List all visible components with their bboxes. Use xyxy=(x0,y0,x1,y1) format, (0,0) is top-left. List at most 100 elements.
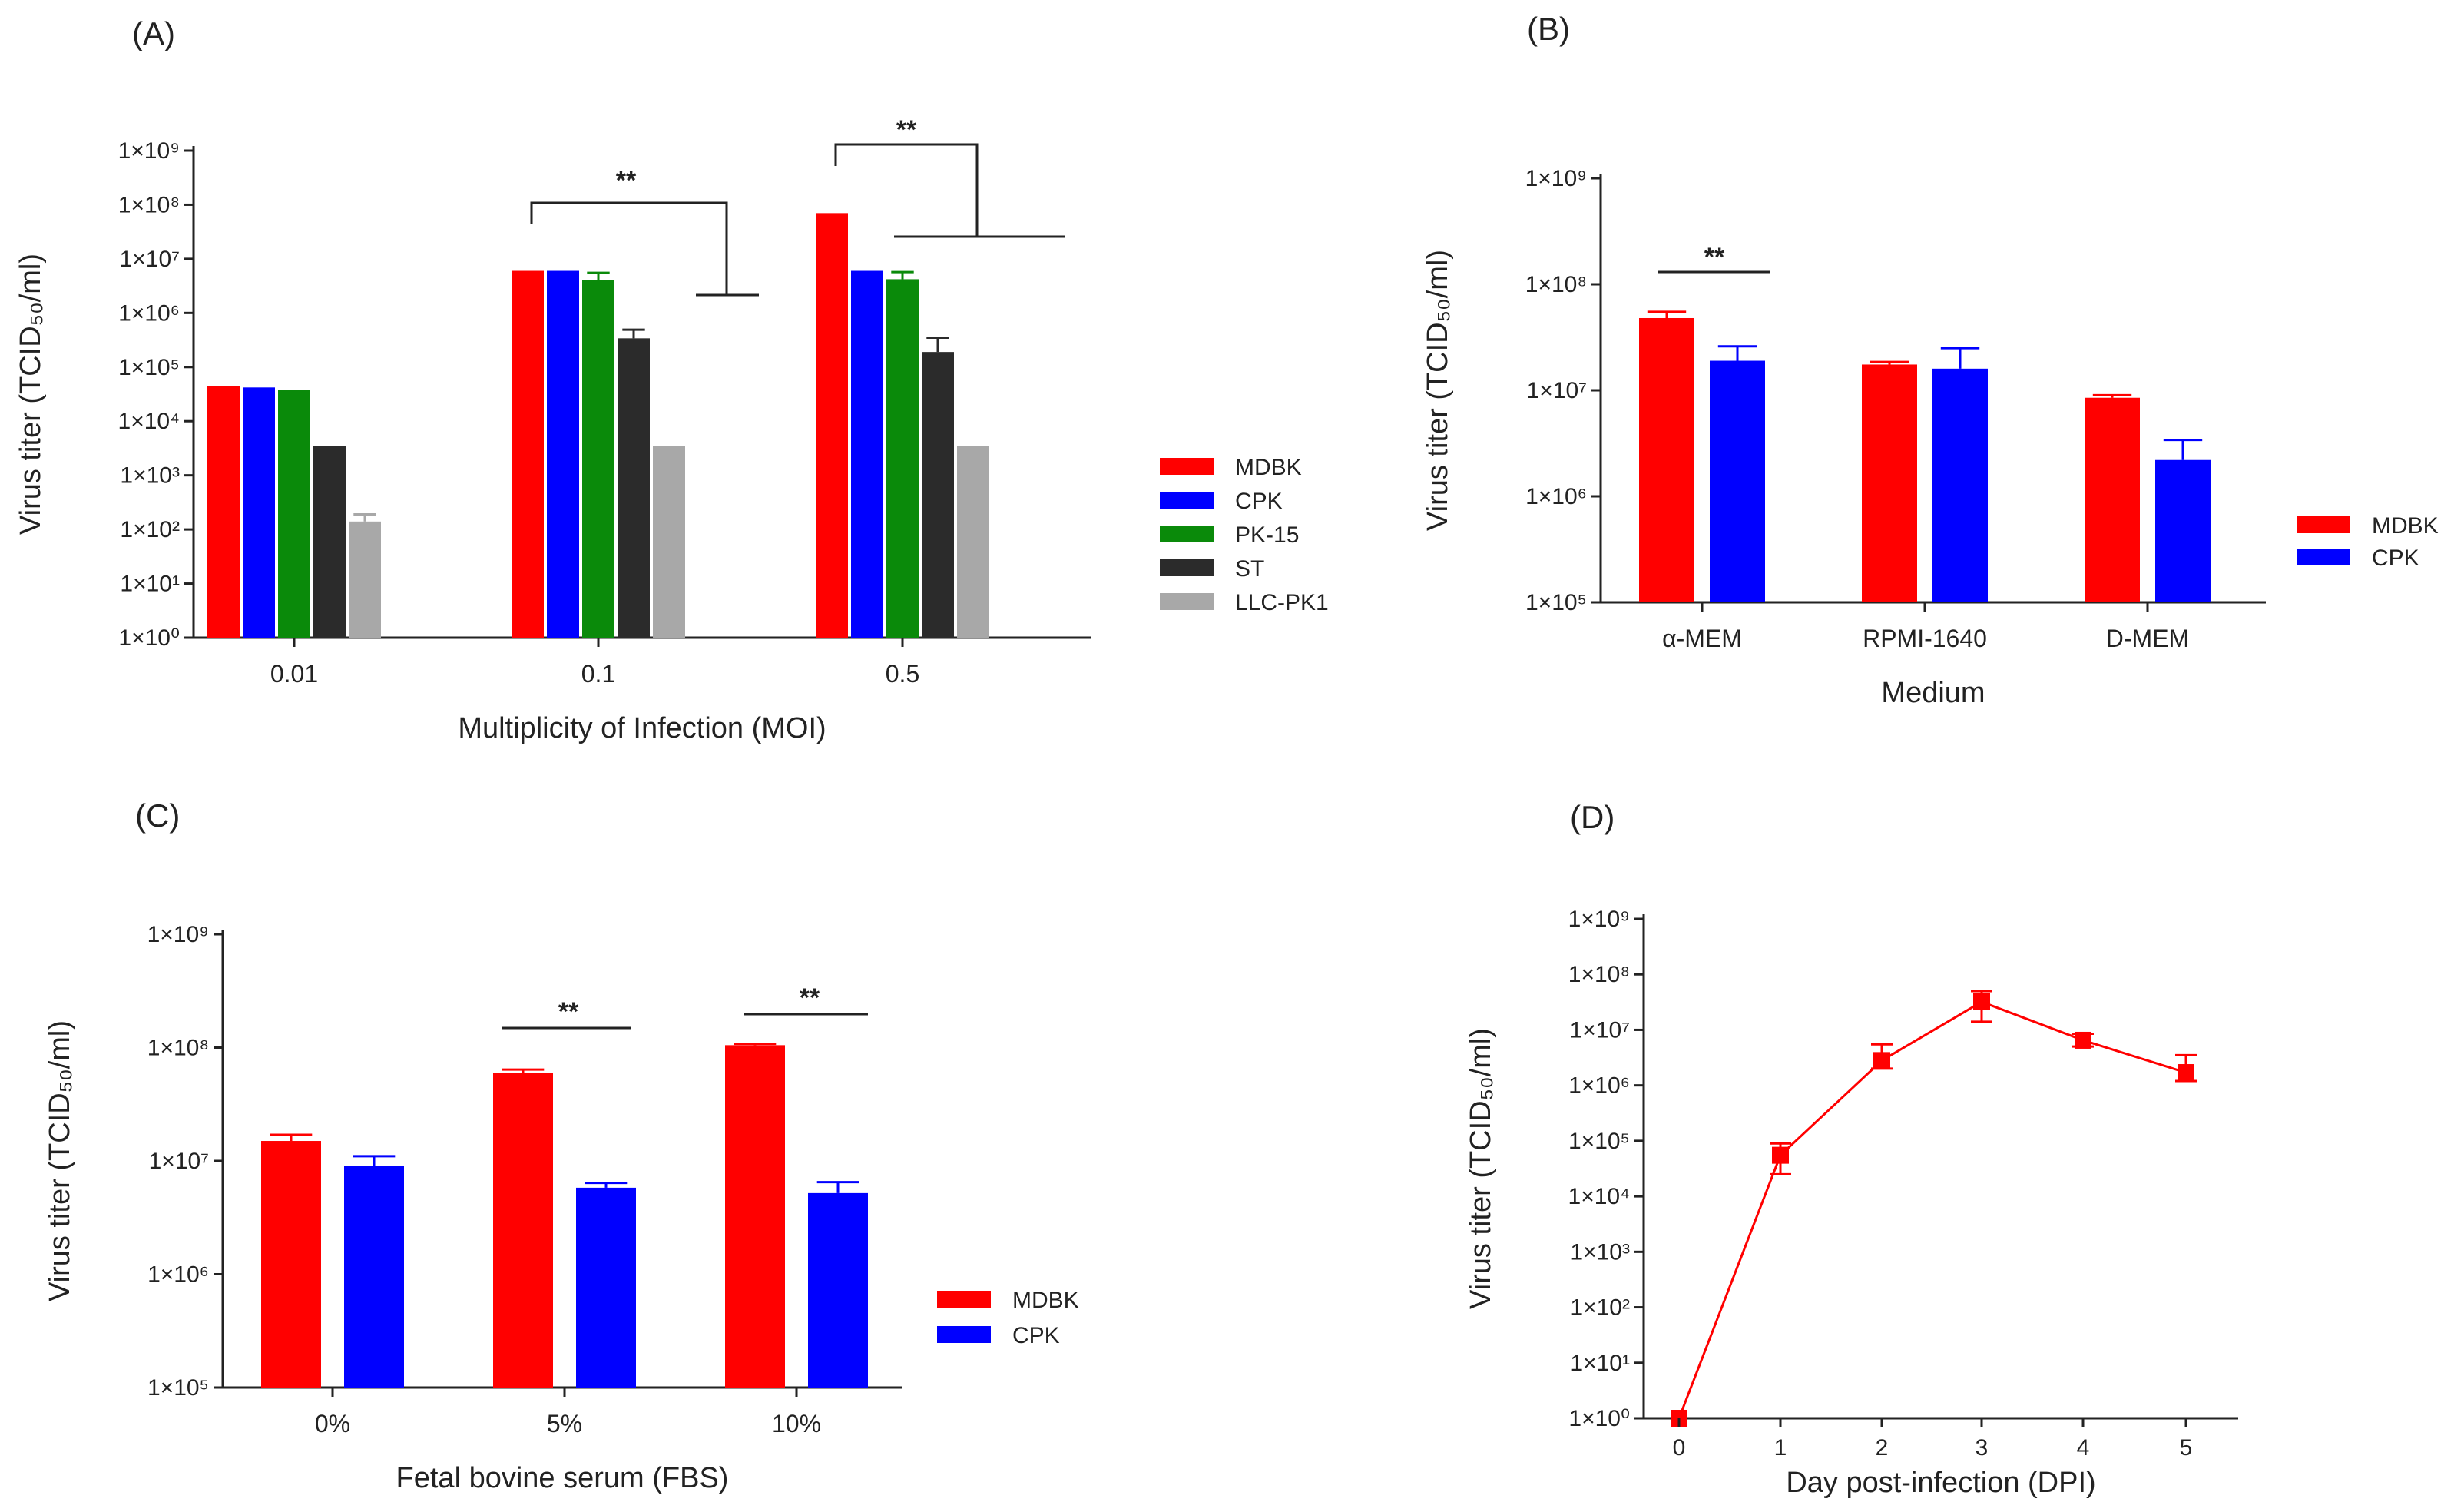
y-tick-label: 1×10⁹ xyxy=(118,138,180,164)
y-tick-label: 1×10³ xyxy=(1570,1239,1630,1265)
legend-label: CPK xyxy=(2372,545,2419,571)
bar-st-0 xyxy=(313,446,346,638)
bar-cpk-1 xyxy=(547,270,579,638)
x-tick-label: 10% xyxy=(772,1410,821,1437)
x-tick-label: 0% xyxy=(315,1410,350,1437)
legend-swatch-mdbk xyxy=(2297,516,2350,533)
bar-mdbk-1 xyxy=(1862,364,1917,602)
y-axis-title: Virus titer (TCID₅₀/ml) xyxy=(1422,250,1454,531)
series-line-mdbk xyxy=(1677,1000,2187,1419)
data-point-day-5 xyxy=(2178,1064,2194,1082)
legend-label: CPK xyxy=(1235,489,1283,514)
y-tick-label: 1×10⁵ xyxy=(1525,590,1587,615)
x-tick-label: 2 xyxy=(1876,1435,1889,1461)
legend-label: CPK xyxy=(1012,1323,1060,1348)
legend-swatch-cpk xyxy=(1160,492,1214,509)
x-tick-label: 0.5 xyxy=(886,660,919,688)
panel-letter-c: (C) xyxy=(135,797,180,834)
bar-mdbk-0 xyxy=(207,386,240,638)
y-axis-title: Virus titer (TCID₅₀/ml) xyxy=(1465,1028,1497,1309)
bar-pk-15-2 xyxy=(886,279,919,638)
bar-cpk-2 xyxy=(851,270,883,638)
y-tick-label: 1×10⁵ xyxy=(147,1375,209,1401)
y-tick-label: 1×10² xyxy=(1570,1295,1630,1321)
bar-cpk-1 xyxy=(1932,368,1988,602)
y-tick-label: 1×10³ xyxy=(120,463,180,489)
bar-cpk-2 xyxy=(2155,459,2211,602)
panel-letter-b: (B) xyxy=(1527,11,1570,47)
y-tick-label: 1×10⁸ xyxy=(118,192,180,217)
y-tick-label: 1×10⁴ xyxy=(1568,1184,1630,1209)
legend-swatch-mdbk xyxy=(937,1291,991,1308)
y-tick-label: 1×10⁶ xyxy=(1568,1073,1630,1099)
x-tick-label: 5 xyxy=(2180,1435,2193,1461)
significance-marker: ** xyxy=(896,115,917,144)
x-tick-label: 0.1 xyxy=(581,660,615,688)
y-tick-label: 1×10¹ xyxy=(120,572,180,597)
y-tick-label: 1×10⁷ xyxy=(149,1149,209,1174)
significance-marker: ** xyxy=(800,983,820,1013)
significance-marker: ** xyxy=(558,997,579,1026)
legend-label: PK-15 xyxy=(1235,522,1299,548)
bar-st-1 xyxy=(618,338,650,638)
y-tick-label: 1×10⁹ xyxy=(147,922,209,947)
y-tick-label: 1×10⁹ xyxy=(1568,907,1630,932)
panel-letter-d: (D) xyxy=(1570,799,1615,835)
x-tick-label: D-MEM xyxy=(2106,625,2189,652)
bar-mdbk-0 xyxy=(261,1141,321,1388)
bar-mdbk-2 xyxy=(2085,397,2140,602)
chart-b: 1×10⁵ 1×10⁶ 1×10⁷ 1×10⁸ 1×10⁹ Virus titer (TC… xyxy=(1422,166,2439,709)
y-tick-label: 1×10¹ xyxy=(1570,1351,1630,1376)
chart-c: 1×10⁵ 1×10⁶ 1×10⁷ 1×10⁸ 1×10⁹ Virus titer (TC… xyxy=(44,922,1079,1494)
y-tick-label: 1×10⁵ xyxy=(118,355,180,380)
legend-label: ST xyxy=(1235,556,1264,582)
x-axis-title: Multiplicity of Infection (MOI) xyxy=(458,712,826,744)
legend-label: MDBK xyxy=(2372,513,2439,539)
bar-mdbk-0 xyxy=(1639,317,1694,602)
y-tick-label: 1×10⁷ xyxy=(1527,378,1587,403)
bar-cpk-0 xyxy=(1710,360,1765,602)
x-tick-label: 0 xyxy=(1673,1435,1686,1461)
legend-swatch-llc-pk1 xyxy=(1160,593,1214,610)
data-point-day-2 xyxy=(1873,1052,1890,1069)
bar-cpk-1 xyxy=(576,1187,636,1388)
significance-bracket xyxy=(530,201,728,295)
bar-mdbk-2 xyxy=(725,1045,785,1388)
significance-marker: ** xyxy=(616,166,637,195)
legend-swatch-st xyxy=(1160,559,1214,576)
bar-cpk-0 xyxy=(344,1166,404,1388)
bar-cpk-2 xyxy=(808,1192,868,1388)
bar-mdbk-2 xyxy=(816,213,848,638)
y-tick-label: 1×10⁰ xyxy=(118,625,180,651)
data-point-day-3 xyxy=(1973,993,1990,1010)
legend-swatch-cpk xyxy=(937,1326,991,1343)
panel-letter-a: (A) xyxy=(132,15,175,51)
data-point-day-1 xyxy=(1772,1146,1789,1164)
bar-st-2 xyxy=(922,352,954,638)
significance-bracket xyxy=(834,143,979,237)
y-tick-label: 1×10⁶ xyxy=(1525,484,1587,509)
y-axis-title: Virus titer (TCID₅₀/ml) xyxy=(15,254,47,535)
y-tick-label: 1×10⁶ xyxy=(147,1262,209,1288)
y-tick-label: 1×10⁸ xyxy=(1568,962,1630,987)
legend-label: MDBK xyxy=(1012,1288,1079,1313)
x-axis-title: Medium xyxy=(1881,677,1985,709)
x-tick-label: α-MEM xyxy=(1662,625,1742,652)
x-axis-title: Day post-infection (DPI) xyxy=(1786,1467,2095,1499)
y-tick-label: 1×10⁸ xyxy=(147,1036,209,1061)
y-axis-title: Virus titer (TCID₅₀/ml) xyxy=(44,1020,76,1301)
legend-swatch-cpk xyxy=(2297,549,2350,565)
legend-swatch-pk-15 xyxy=(1160,526,1214,542)
x-tick-label: 5% xyxy=(547,1410,582,1437)
y-tick-label: 1×10⁴ xyxy=(118,409,180,434)
legend-swatch-mdbk xyxy=(1160,458,1214,475)
bar-cpk-0 xyxy=(243,387,275,638)
y-tick-label: 1×10⁶ xyxy=(118,300,180,326)
bar-pk-15-0 xyxy=(278,390,310,638)
bar-llc-pk1-1 xyxy=(653,446,685,638)
bar-llc-pk1-2 xyxy=(957,446,989,638)
y-tick-label: 1×10⁷ xyxy=(1570,1017,1630,1043)
bar-mdbk-1 xyxy=(493,1073,553,1388)
x-axis-title: Fetal bovine serum (FBS) xyxy=(396,1462,729,1494)
